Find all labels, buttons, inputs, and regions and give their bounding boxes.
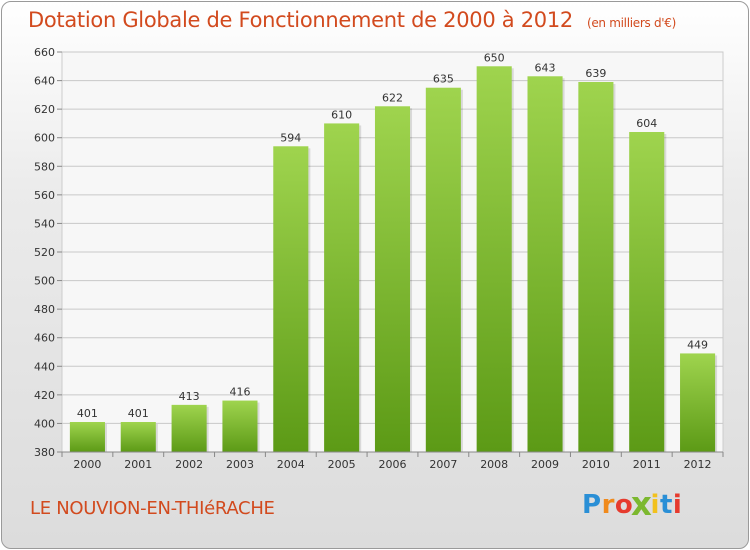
data-label-2008: 650 [484, 51, 505, 64]
x-tick-label-2006: 2006 [379, 458, 407, 471]
x-tick-label-2012: 2012 [684, 458, 712, 471]
data-label-2001: 401 [128, 407, 149, 420]
data-label-2010: 639 [585, 67, 606, 80]
logo-letter: r [601, 490, 615, 520]
x-axis: 2000 2001 2002 2003 2004 2005 2006 2007 2008 2009… [61, 451, 724, 471]
y-tick-label: 500 [34, 275, 55, 288]
chart-title: Dotation Globale de Fonctionnement de 20… [28, 8, 676, 32]
bar-2008 [476, 66, 512, 453]
y-tick-label: 380 [34, 446, 55, 459]
x-tick-label-2001: 2001 [124, 458, 152, 471]
y-tick-label: 540 [34, 217, 55, 230]
y-tick-label: 600 [34, 132, 55, 145]
chart-unit: (en milliers d'€) [586, 16, 676, 30]
bar-2004 [273, 146, 309, 453]
data-label-2007: 635 [433, 73, 454, 86]
x-tick-label-2008: 2008 [480, 458, 508, 471]
x-tick-label-2000: 2000 [73, 458, 101, 471]
y-tick-label: 620 [34, 103, 55, 116]
y-tick-label: 560 [34, 189, 55, 202]
data-label-2011: 604 [636, 117, 657, 130]
bar-2012 [680, 353, 716, 452]
data-label-2004: 594 [280, 131, 301, 144]
data-label-2009: 643 [535, 61, 556, 74]
bar-2009 [527, 76, 563, 453]
x-tick-label-2011: 2011 [633, 458, 661, 471]
data-label-2003: 416 [229, 386, 250, 399]
commune-name: LE NOUVION-EN-THIéRACHE [30, 498, 275, 519]
proxiti-logo: Proxiti [582, 486, 683, 524]
logo-letter: x [631, 486, 653, 524]
x-tick-label-2009: 2009 [531, 458, 559, 471]
data-label-2006: 622 [382, 91, 403, 104]
x-tick-label-2010: 2010 [582, 458, 610, 471]
bar-2011 [629, 132, 665, 452]
x-tick-label-2007: 2007 [429, 458, 457, 471]
bar-2003 [222, 400, 258, 452]
y-tick-label: 420 [34, 389, 55, 402]
y-tick-label: 480 [34, 303, 55, 316]
y-tick-label: 400 [34, 417, 55, 430]
logo-letter: i [650, 490, 660, 520]
bar-2001 [120, 422, 156, 452]
bar-2005 [324, 123, 360, 452]
bar-2010 [578, 82, 614, 452]
logo-letter: o [614, 490, 634, 520]
x-tick-label-2003: 2003 [226, 458, 254, 471]
bar-2006 [374, 106, 411, 453]
x-tick-label-2005: 2005 [328, 458, 356, 471]
logo-letter: t [659, 490, 673, 520]
x-tick-label-2004: 2004 [277, 458, 305, 471]
bar-2002 [171, 404, 207, 452]
logo-letter: i [672, 490, 683, 520]
x-tick-label-2002: 2002 [175, 458, 203, 471]
bars-group: 401 401 413 416 594 610 622 635 650 643 639 604 449 [69, 51, 718, 453]
y-tick-label: 640 [34, 75, 55, 88]
chart-title-text: Dotation Globale de Fonctionnement de 20… [28, 8, 573, 32]
y-axis: 380 400 420 440 460 480 500 520 540 560 580 600 620 6… [34, 46, 62, 459]
y-tick-label: 440 [34, 360, 55, 373]
data-label-2012: 449 [687, 338, 708, 351]
data-label-2002: 413 [179, 390, 200, 403]
y-tick-label: 580 [34, 160, 55, 173]
data-label-2005: 610 [331, 108, 352, 121]
logo-letter: P [582, 490, 602, 520]
y-tick-label: 460 [34, 332, 55, 345]
bar-2007 [425, 87, 461, 452]
y-tick-label: 520 [34, 246, 55, 259]
bar-2000 [69, 422, 105, 452]
data-label-2000: 401 [77, 407, 98, 420]
y-tick-label: 660 [34, 46, 55, 59]
